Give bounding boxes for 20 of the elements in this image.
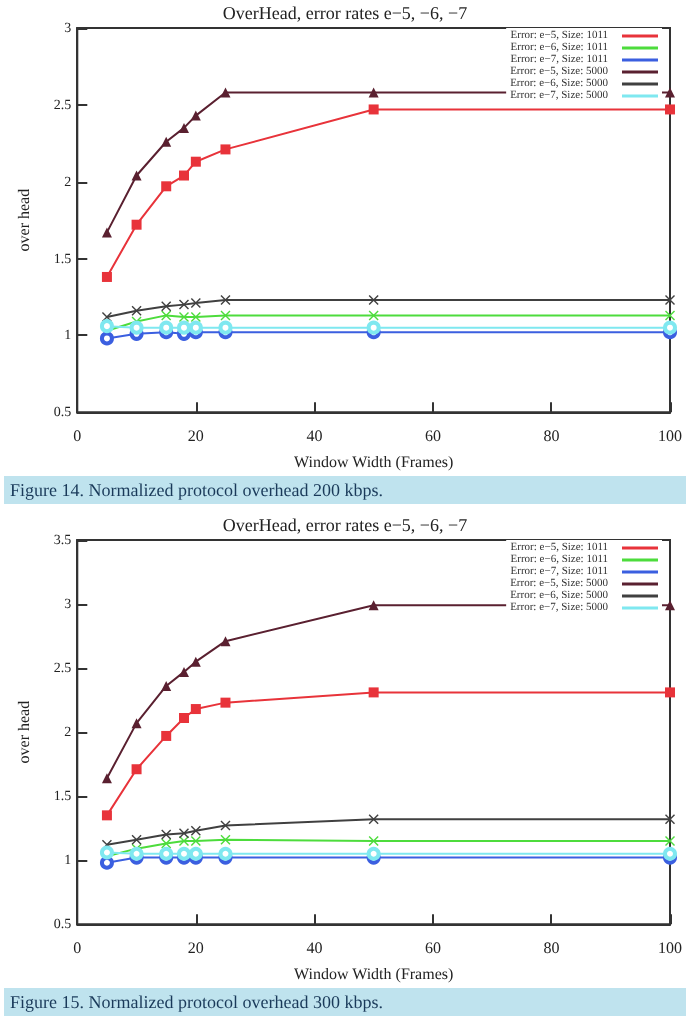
x-tick-label: 100 bbox=[658, 939, 682, 958]
x-tick-label: 20 bbox=[187, 939, 204, 958]
x-tick-label: 20 bbox=[187, 427, 204, 446]
caption: Figure 14. Normalized protocol overhead 200 kbps. bbox=[4, 476, 686, 504]
x-tick-label: 60 bbox=[424, 427, 441, 446]
caption: Figure 15. Normalized protocol overhead 300 kbps. bbox=[4, 988, 686, 1016]
x-tick-label: 100 bbox=[658, 427, 682, 446]
y-axis-title: over head bbox=[15, 188, 33, 252]
chart-title: OverHead, error rates e−5, −6, −7 bbox=[222, 515, 469, 535]
x-tick-label: 0 bbox=[73, 939, 82, 958]
x-tick-label: 0 bbox=[73, 427, 82, 446]
y-axis-title: over head bbox=[15, 700, 33, 764]
x-axis-title: Window Width (Frames) bbox=[294, 453, 454, 471]
x-tick-label: 60 bbox=[424, 939, 441, 958]
x-tick-label: 40 bbox=[306, 427, 323, 446]
x-tick-label: 80 bbox=[543, 939, 560, 958]
x-tick-label: 80 bbox=[543, 427, 560, 446]
x-tick-label: 40 bbox=[306, 939, 323, 958]
x-axis-title: Window Width (Frames) bbox=[294, 965, 454, 983]
chart-title: OverHead, error rates e−5, −6, −7 bbox=[222, 3, 469, 23]
